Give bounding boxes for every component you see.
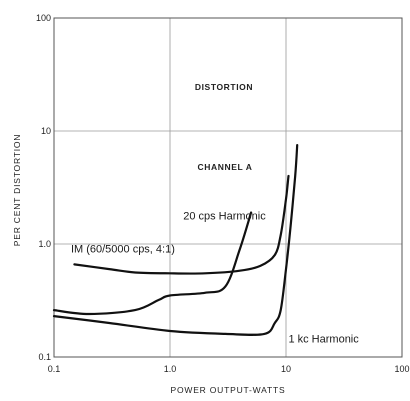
chart-subtitle: CHANNEL A bbox=[198, 162, 253, 172]
y-axis-label: PER CENT DISTORTION bbox=[12, 134, 22, 247]
series-line-1 bbox=[73, 174, 290, 275]
series-annotation-0: 20 cps Harmonic bbox=[183, 210, 266, 222]
grid bbox=[53, 17, 403, 358]
x-tick-label-0: 0.1 bbox=[48, 364, 61, 374]
plot-frame bbox=[53, 17, 403, 358]
series-annotation-2: 1 kc Harmonic bbox=[288, 333, 359, 345]
y-tick-label-3: 100 bbox=[36, 13, 51, 23]
x-tick-label-1: 1.0 bbox=[164, 364, 177, 374]
y-tick-label-2: 10 bbox=[41, 126, 51, 136]
chart-title: DISTORTION bbox=[195, 82, 253, 92]
x-tick-label-3: 100 bbox=[394, 364, 409, 374]
x-tick-label-2: 10 bbox=[281, 364, 291, 374]
x-axis-label: POWER OUTPUT-WATTS bbox=[171, 385, 286, 395]
series-annotation-1: IM (60/5000 cps, 4:1) bbox=[71, 244, 175, 256]
series-line-0 bbox=[52, 211, 253, 316]
tick-labels: 0.1 1.0 10 100 0.1 1.0 10 100 bbox=[36, 13, 410, 374]
y-tick-label-1: 1.0 bbox=[38, 239, 51, 249]
series-line-2 bbox=[52, 144, 299, 336]
annotations: 20 cps Harmonic IM (60/5000 cps, 4:1) 1 kc… bbox=[71, 210, 359, 345]
series-group bbox=[52, 144, 299, 336]
y-tick-label-0: 0.1 bbox=[38, 352, 51, 362]
